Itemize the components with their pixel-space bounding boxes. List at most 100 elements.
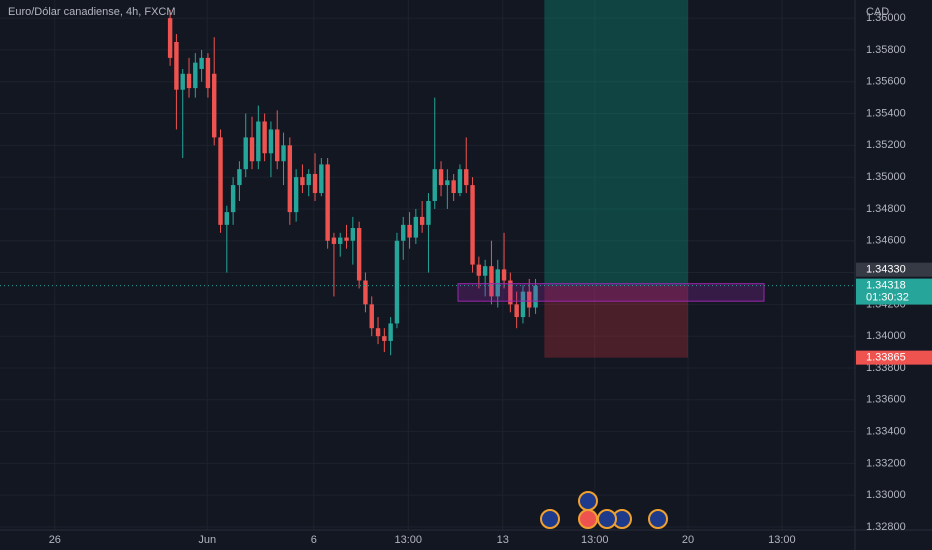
x-tick-label: 20 — [682, 534, 694, 546]
candle-body — [514, 304, 519, 318]
candle-body — [180, 73, 185, 90]
x-tick-label: 13:00 — [768, 534, 796, 546]
candle-body — [243, 137, 248, 170]
candle-body — [482, 266, 488, 276]
event-icon[interactable] — [578, 491, 598, 511]
x-tick-label: 13:00 — [581, 534, 609, 546]
candle-body — [432, 169, 437, 201]
candle-body — [501, 269, 507, 281]
candle-body — [508, 280, 513, 305]
candle-body — [256, 121, 261, 162]
candle-body — [356, 228, 362, 281]
candle-body — [394, 240, 400, 324]
candle-body — [382, 336, 387, 341]
chart-title: Euro/Dólar canadiense, 4h, FXCM — [8, 6, 176, 18]
candle-body — [275, 129, 280, 162]
candle-body — [489, 266, 494, 297]
price-tag-label: 1.34318 — [866, 279, 906, 291]
candle-body — [293, 177, 299, 213]
y-tick-label: 1.34800 — [866, 203, 906, 215]
candle-body — [167, 18, 173, 58]
candle-body — [476, 264, 482, 276]
stop-zone — [544, 285, 689, 358]
x-tick-label: 13 — [497, 534, 509, 546]
candle-body — [520, 291, 526, 318]
candle-body — [495, 269, 500, 297]
candle-body — [193, 62, 198, 89]
y-tick-label: 1.33000 — [866, 489, 906, 501]
candle-body — [268, 129, 274, 154]
candle-body — [338, 237, 343, 244]
y-tick-label: 1.36000 — [866, 12, 906, 24]
candle-body — [363, 280, 368, 305]
y-tick-label: 1.34600 — [866, 235, 906, 247]
y-tick-label: 1.35800 — [866, 44, 906, 56]
candle-body — [212, 73, 217, 138]
countdown: 01:30:32 — [866, 291, 909, 303]
candle-body — [350, 228, 356, 241]
price-tag — [856, 262, 932, 277]
candle-body — [369, 304, 374, 329]
candle-body — [281, 145, 286, 162]
y-tick-label: 1.33200 — [866, 457, 906, 469]
event-icon[interactable] — [540, 509, 560, 529]
y-tick-label: 1.35600 — [866, 76, 906, 88]
target-zone — [544, 0, 689, 286]
candle-body — [419, 216, 425, 225]
candle-body — [401, 224, 406, 241]
y-tick-label: 1.33800 — [866, 362, 906, 374]
event-icon[interactable] — [648, 509, 668, 529]
candle-body — [445, 180, 450, 186]
candle-body — [388, 323, 393, 341]
currency: CAD — [866, 6, 889, 18]
candle-body — [438, 169, 444, 186]
candle-body — [344, 237, 349, 241]
y-tick-label: 1.35000 — [866, 171, 906, 183]
candle-body — [174, 41, 179, 90]
y-tick-label: 1.34000 — [866, 330, 906, 342]
candle-body — [306, 173, 311, 186]
candle-body — [224, 212, 230, 225]
price-tag-label: 1.34330 — [866, 264, 906, 276]
candle-body — [300, 177, 305, 186]
zone-box — [457, 283, 765, 302]
candle-body — [319, 164, 324, 194]
x-tick-label: 13:00 — [395, 534, 423, 546]
x-tick-label: 26 — [49, 534, 61, 546]
y-tick-label: 1.35400 — [866, 107, 906, 119]
candle-body — [237, 169, 242, 186]
y-tick-label: 1.33400 — [866, 425, 906, 437]
candle-body — [262, 121, 267, 154]
event-icon[interactable] — [597, 509, 617, 529]
candle-body — [249, 137, 255, 162]
candle-body — [218, 137, 223, 225]
candle-body — [325, 164, 330, 241]
event-icons[interactable] — [540, 491, 668, 529]
candle-body — [527, 291, 532, 308]
x-tick-label: Jun — [198, 534, 216, 546]
price-tag-label: 1.33865 — [866, 352, 906, 364]
candle-body — [426, 200, 431, 225]
candle-body — [470, 185, 475, 265]
candle-body — [457, 169, 463, 194]
y-tick-label: 1.35200 — [866, 139, 906, 151]
candle-body — [451, 180, 456, 194]
candle-body — [230, 185, 236, 213]
candle-body — [287, 145, 293, 213]
price-tag — [856, 278, 932, 305]
y-tick-label: 1.33600 — [866, 394, 906, 406]
candle-body — [375, 328, 381, 337]
candle-body — [407, 224, 412, 238]
candle-body — [533, 285, 538, 308]
candle-body — [464, 169, 469, 186]
price-tag — [856, 350, 932, 365]
candle-body — [186, 73, 192, 89]
candle-body — [413, 216, 419, 238]
event-icon[interactable] — [578, 509, 598, 529]
candle-body — [312, 173, 318, 194]
x-tick-label: 6 — [311, 534, 317, 546]
candle-body — [205, 57, 211, 89]
candle-body — [331, 237, 337, 244]
